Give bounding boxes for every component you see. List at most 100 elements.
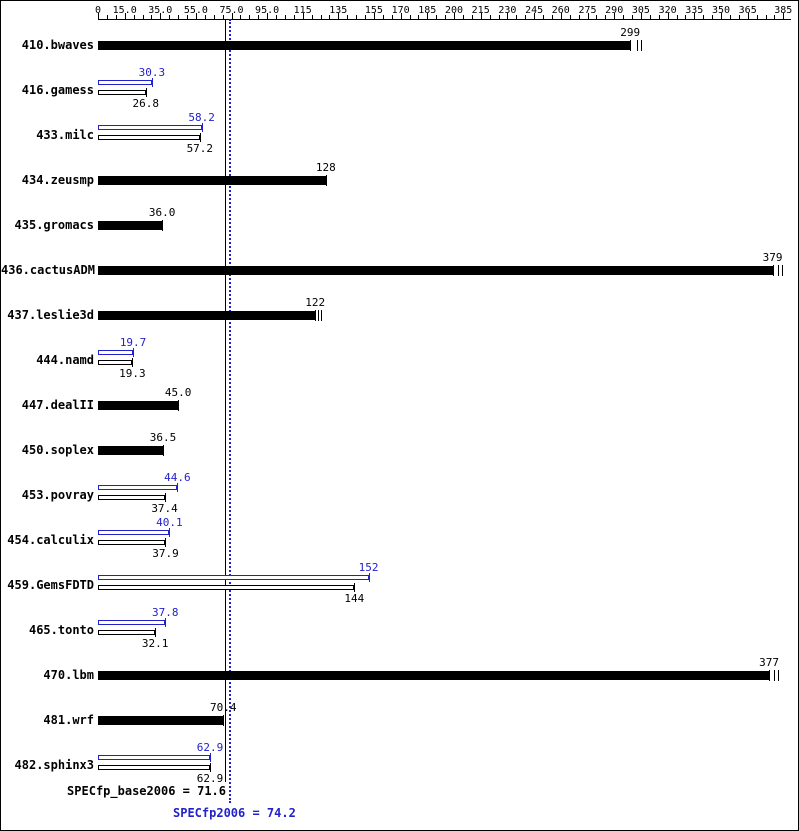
benchmark-label: 465.tonto [28, 623, 94, 637]
base-bar [98, 175, 326, 185]
axis-major-tick [195, 13, 197, 19]
base-value-label: 57.2 [186, 141, 214, 155]
base-bar-endcap [769, 669, 771, 681]
peak-mean-line [229, 19, 231, 803]
axis-minor-tick [569, 15, 571, 19]
benchmark-label: 436.cactusADM [1, 263, 95, 277]
run-mark [640, 39, 642, 51]
axis-major-tick [694, 13, 696, 19]
axis-tick-label: 365 [738, 5, 757, 16]
axis-minor-tick [525, 15, 527, 19]
benchmark-label: 470.lbm [43, 668, 94, 682]
axis-minor-tick [605, 15, 607, 19]
axis-minor-tick [729, 15, 731, 19]
base-value-label: 37.4 [151, 501, 178, 515]
axis-tick-label: 55.0 [183, 5, 208, 16]
axis-minor-tick [222, 15, 224, 19]
axis-minor-tick [249, 15, 251, 19]
base-bar-endcap [155, 627, 157, 637]
peak-bar [98, 619, 166, 625]
axis-major-tick [427, 13, 429, 19]
base-bar-endcap [145, 87, 147, 97]
axis-minor-tick [596, 15, 598, 19]
peak-bar-endcap [151, 77, 153, 87]
axis-major-tick [721, 13, 722, 19]
base-bar-endcap [772, 264, 774, 276]
axis-minor-tick [516, 15, 518, 19]
base-bar-endcap [162, 444, 164, 456]
axis-minor-tick [658, 15, 660, 19]
axis-minor-tick [685, 15, 687, 19]
peak-value-label: 40.1 [156, 516, 183, 529]
base-value-label: 377 [759, 656, 779, 669]
axis-minor-tick [382, 15, 384, 19]
base-value-label: 144 [344, 591, 365, 605]
axis-tick-label: 215 [471, 5, 490, 16]
axis-minor-tick [178, 15, 180, 19]
axis-tick-label: 75.0 [219, 5, 244, 16]
peak-bar [98, 79, 152, 85]
base-bar-endcap [199, 132, 201, 142]
axis-major-tick [231, 13, 233, 19]
peak-bar-endcap [133, 347, 135, 357]
axis-minor-tick [187, 15, 188, 19]
axis-major-tick [747, 13, 749, 19]
peak-bar [98, 574, 369, 580]
axis-major-tick [373, 13, 375, 19]
peak-bar [98, 349, 134, 355]
benchmark-label: 459.GemsFDTD [7, 578, 94, 592]
axis-minor-tick [240, 15, 242, 19]
axis-minor-tick [765, 15, 767, 19]
axis-minor-tick [632, 15, 633, 19]
peak-bar-endcap [169, 527, 171, 537]
base-value-label: 37.9 [152, 546, 179, 560]
axis-minor-tick [356, 15, 358, 19]
base-value-label: 26.8 [132, 96, 159, 110]
base-bar [98, 584, 355, 590]
base-value-label: 62.9 [196, 771, 224, 785]
run-mark [317, 309, 319, 321]
axis-major-tick [400, 13, 402, 19]
base-bar-endcap [354, 582, 356, 592]
peak-bar [98, 484, 178, 490]
base-value-label: 379 [762, 251, 783, 264]
axis-tick-label: 335 [685, 5, 704, 16]
peak-bar-endcap [368, 572, 370, 582]
axis-tick-label: 245 [525, 5, 544, 16]
base-bar [98, 265, 773, 275]
axis-minor-tick [347, 15, 349, 19]
axis-minor-tick [409, 15, 411, 19]
base-value-label: 36.5 [149, 431, 177, 444]
base-bar-endcap [165, 537, 167, 547]
base-bar-endcap [178, 399, 180, 411]
axis-minor-tick [649, 15, 651, 19]
benchmark-label: 454.calculix [7, 533, 94, 547]
base-bar [98, 89, 146, 95]
axis-minor-tick [489, 15, 491, 19]
base-value-label: 32.1 [141, 636, 169, 650]
benchmark-label: 437.leslie3d [7, 308, 94, 322]
axis-tick-label: 305 [631, 5, 650, 16]
axis-minor-tick [213, 15, 215, 19]
peak-value-label: 62.9 [196, 741, 224, 754]
axis-minor-tick [329, 15, 331, 19]
axis-major-tick [302, 13, 304, 19]
axis-minor-tick [115, 15, 117, 19]
peak-value-label: 44.6 [164, 471, 191, 484]
axis-minor-tick [578, 15, 580, 19]
benchmark-label: 453.povray [21, 488, 94, 502]
base-bar [98, 310, 316, 320]
axis-major-tick [98, 13, 99, 19]
axis-minor-tick [293, 15, 295, 19]
axis-minor-tick [204, 15, 206, 19]
axis-tick-label: 290 [605, 5, 624, 16]
peak-bar-endcap [209, 752, 211, 762]
base-value-label: 122 [305, 296, 326, 309]
axis-major-tick [267, 13, 269, 19]
base-bar-endcap [162, 219, 164, 231]
x-axis-line [98, 19, 791, 20]
base-bar-endcap [315, 309, 317, 321]
base-value-label: 70.4 [210, 701, 237, 714]
base-bar [98, 539, 166, 545]
peak-value-label: 19.7 [119, 336, 147, 349]
